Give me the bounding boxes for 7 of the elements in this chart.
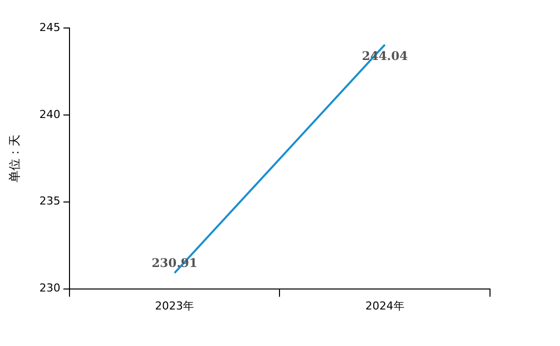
x-tick-label: 2024年 bbox=[365, 299, 404, 312]
y-tick-label: 240 bbox=[39, 108, 60, 121]
x-tick-label: 2023年 bbox=[155, 299, 194, 312]
y-tick-label: 245 bbox=[39, 20, 60, 34]
y-tick-label: 230 bbox=[39, 282, 60, 295]
y-tick-label: 235 bbox=[39, 194, 60, 208]
y-axis-title: 单位：天 bbox=[7, 134, 22, 182]
